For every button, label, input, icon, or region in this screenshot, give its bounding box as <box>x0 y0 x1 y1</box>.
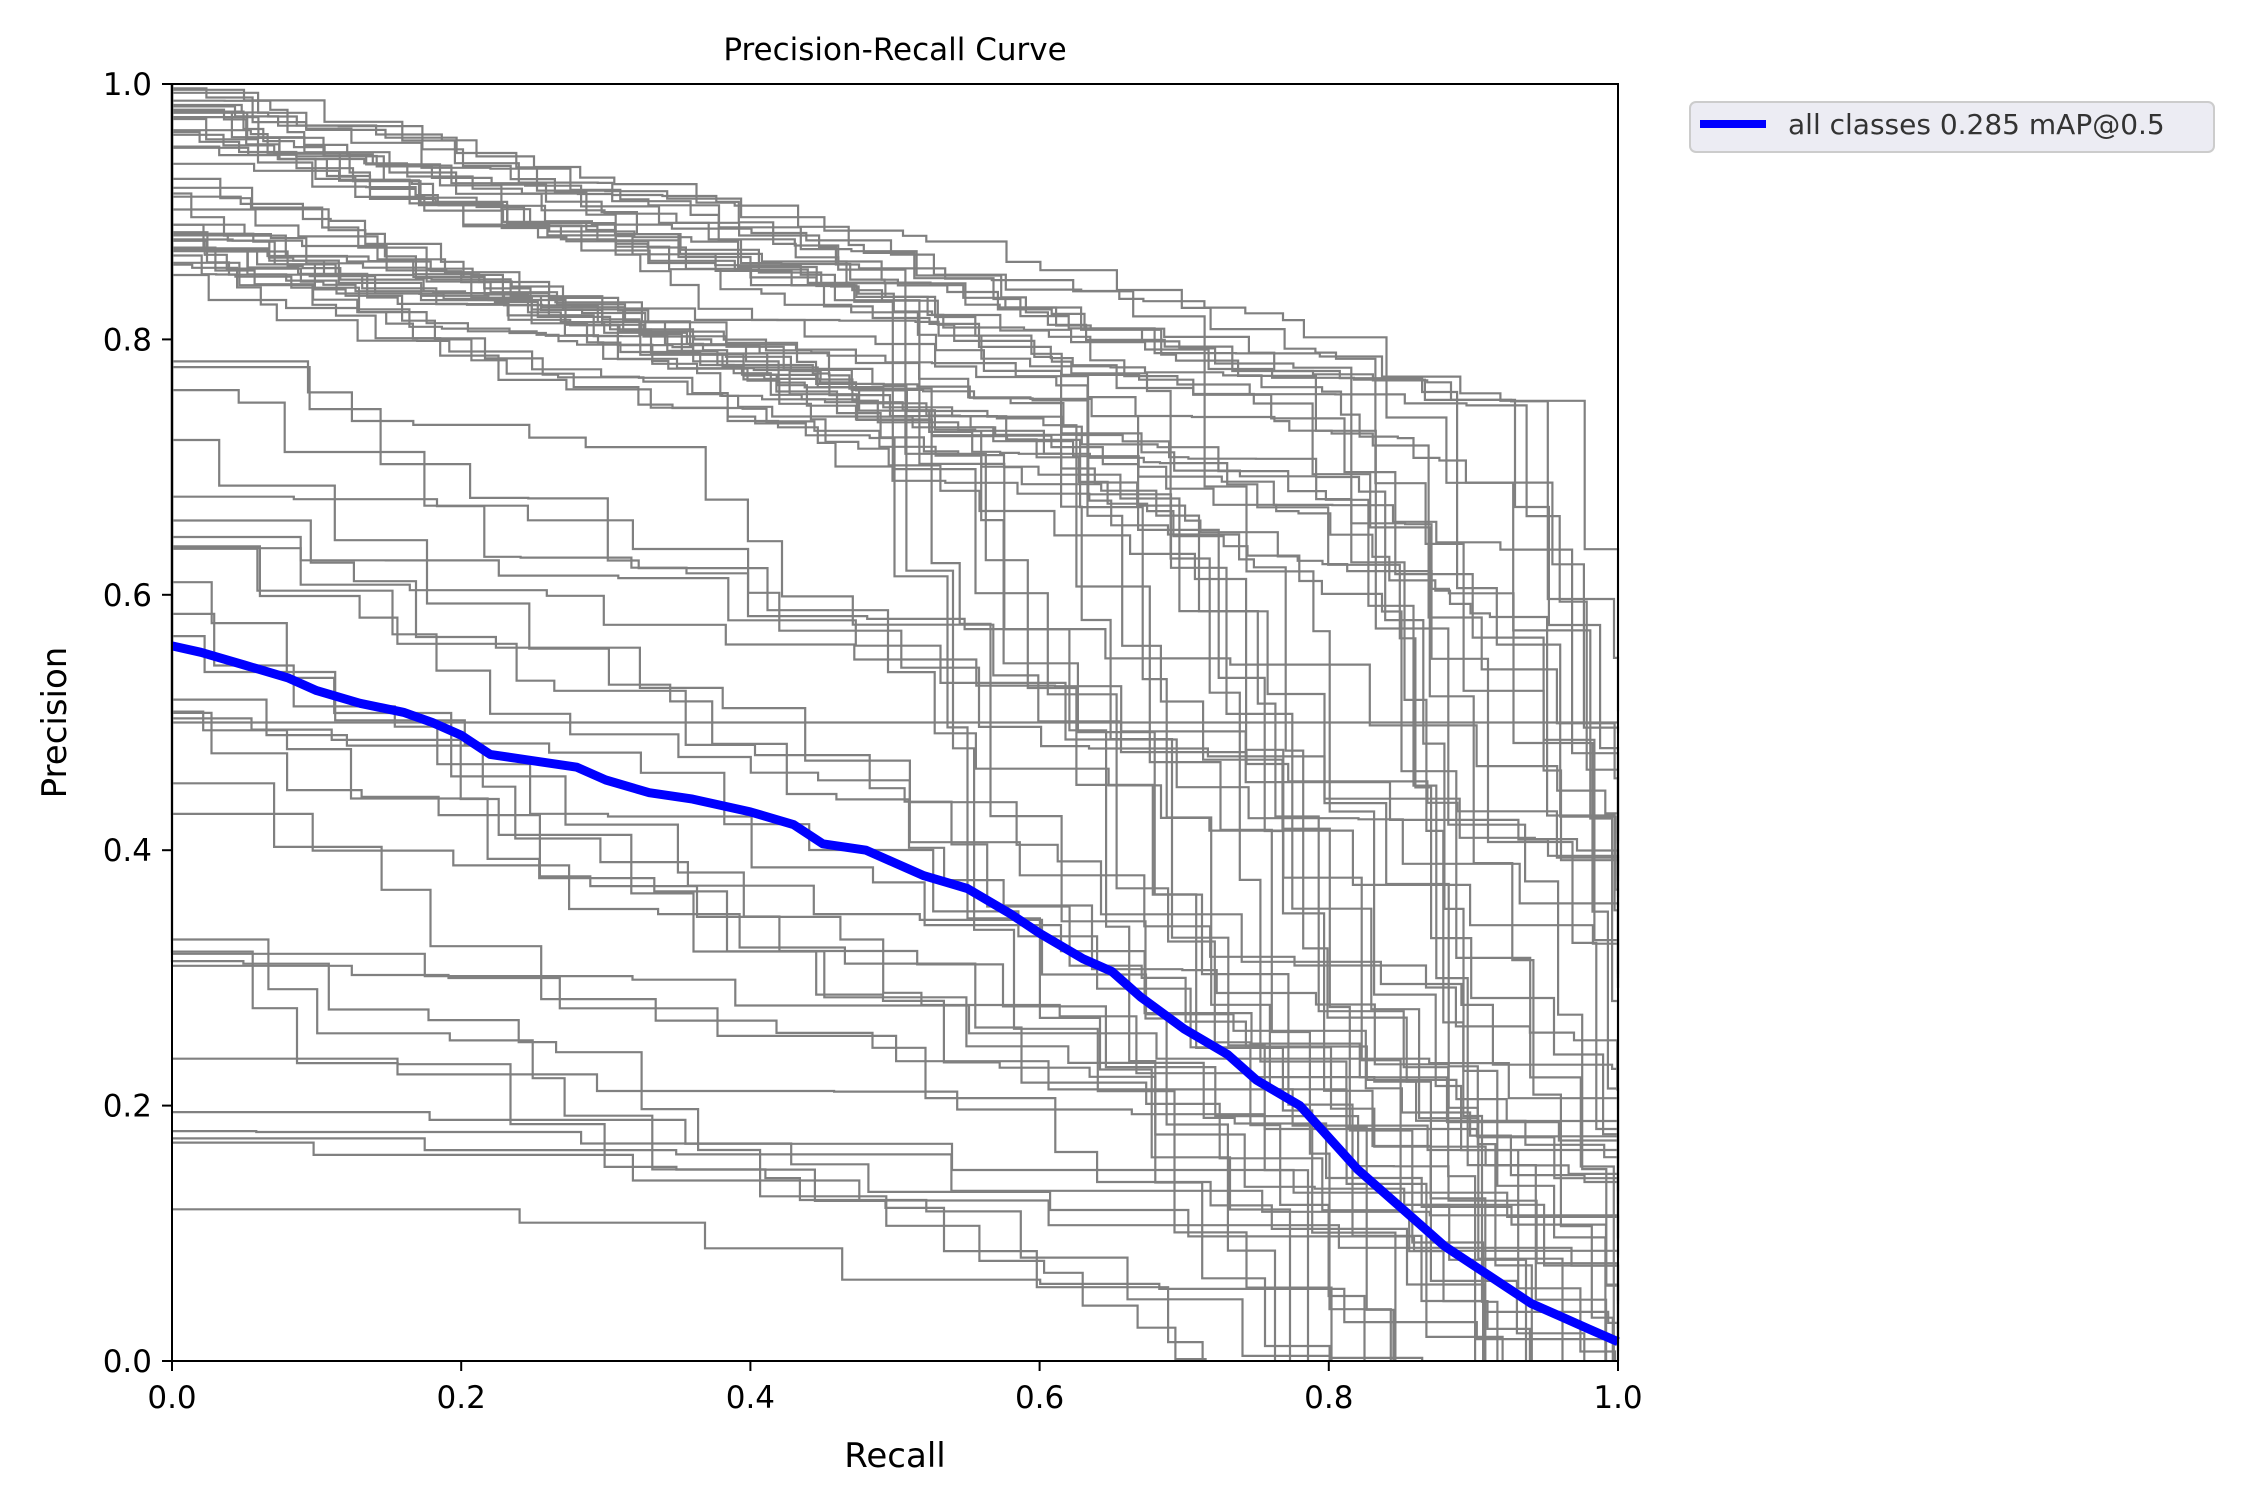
legend-label: all classes 0.285 mAP@0.5 <box>1788 108 2165 141</box>
class-curve <box>170 84 1620 1080</box>
y-tick-label: 0.4 <box>103 833 152 869</box>
class-curve <box>170 84 1204 1361</box>
class-curve <box>172 1141 1620 1301</box>
all-classes-curve <box>171 641 1620 1346</box>
class-curve <box>170 84 1620 1224</box>
class-curve <box>172 249 1620 841</box>
class-curve <box>172 103 1620 712</box>
class-curve <box>172 162 1620 1191</box>
legend: all classes 0.285 mAP@0.5 <box>1689 101 2215 153</box>
class-curve <box>172 145 1614 1361</box>
class-curve <box>170 84 1620 1159</box>
axis-ticks: 0.0 0.2 0.4 0.6 0.8 1.0 0.0 0.2 0.4 0.6 0.8 1.0 <box>103 67 1643 1416</box>
class-curve <box>170 84 1620 1337</box>
class-curve <box>172 250 1528 1361</box>
chart-title: Precision-Recall Curve <box>723 32 1066 68</box>
class-curve <box>172 91 1620 988</box>
x-tick-label: 0.0 <box>147 1380 196 1416</box>
plot-frame <box>171 83 1619 1362</box>
x-tick-label: 0.6 <box>1015 1380 1064 1416</box>
class-curve <box>172 105 1620 734</box>
x-tick-label: 0.8 <box>1304 1380 1353 1416</box>
class-curve <box>170 84 1424 1361</box>
legend-box <box>1689 101 2215 153</box>
y-tick-label: 0.2 <box>103 1089 152 1125</box>
class-curve <box>172 117 1366 1361</box>
class-curve <box>172 1208 1620 1352</box>
class-curve <box>172 263 1292 1361</box>
class-curve <box>172 246 1607 1361</box>
all-classes-curve-group <box>171 641 1620 1346</box>
class-curve <box>172 223 1620 1258</box>
class-curve <box>170 84 1207 1361</box>
class-curve <box>172 238 1487 1361</box>
class-curve <box>172 108 1487 1361</box>
y-tick-label: 0.0 <box>103 1344 152 1380</box>
class-curve <box>170 84 1620 946</box>
y-tick-label: 0.8 <box>103 322 152 358</box>
y-tick-label: 0.6 <box>103 578 152 614</box>
class-curve <box>170 84 1620 898</box>
y-axis-label: Precision <box>35 647 75 799</box>
class-curve <box>170 84 1620 1305</box>
class-curve <box>172 131 1620 1361</box>
x-axis-label: Recall <box>844 1436 945 1476</box>
class-curve <box>172 99 1620 988</box>
class-curve <box>170 84 1620 1238</box>
class-curve <box>172 1111 1620 1239</box>
class-curve <box>172 952 1620 1129</box>
y-tick-label: 1.0 <box>103 67 152 103</box>
x-tick-label: 0.2 <box>437 1380 486 1416</box>
x-tick-label: 0.4 <box>726 1380 775 1416</box>
class-curve <box>170 84 1620 978</box>
class-curve <box>170 84 1620 876</box>
class-curve <box>170 84 1620 1168</box>
x-tick-label: 1.0 <box>1593 1380 1642 1416</box>
class-curve <box>172 1130 1620 1255</box>
class-curve <box>170 84 1620 1344</box>
class-curve <box>170 84 1531 1361</box>
class-curve <box>170 84 1620 1144</box>
